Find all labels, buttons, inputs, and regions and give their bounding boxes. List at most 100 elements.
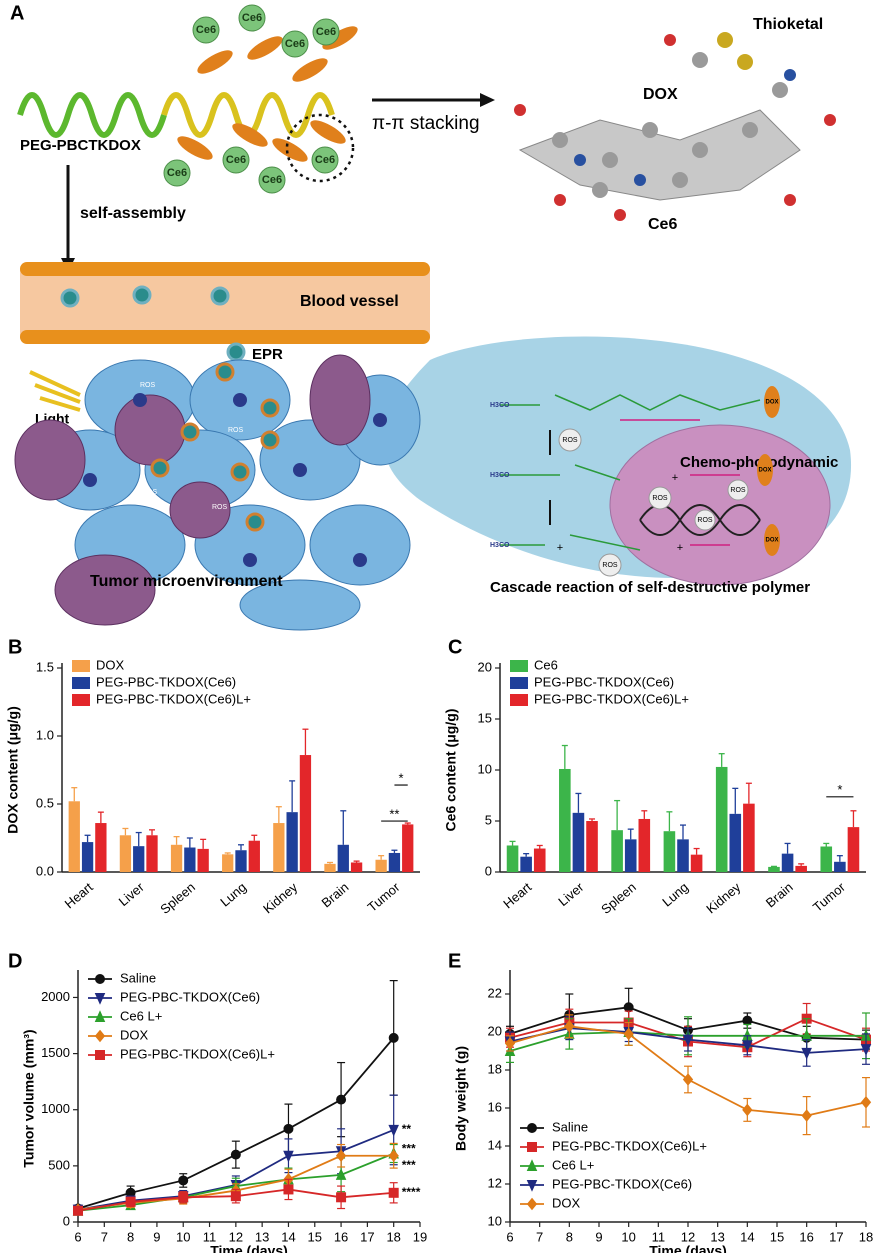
ce6-mol-label: Ce6 bbox=[648, 216, 677, 233]
x-tick-label: Spleen bbox=[157, 879, 198, 917]
marker bbox=[801, 1109, 812, 1122]
nuclei bbox=[83, 393, 387, 567]
marker bbox=[526, 1197, 538, 1211]
x-tick-label: Lung bbox=[217, 879, 249, 909]
plus: + bbox=[672, 472, 678, 484]
y-tick-label: 16 bbox=[488, 1099, 502, 1114]
bar bbox=[638, 818, 651, 872]
marker bbox=[527, 1142, 537, 1152]
marker bbox=[94, 1010, 106, 1022]
x-tick-label: Spleen bbox=[598, 879, 639, 917]
marker bbox=[742, 1015, 753, 1026]
y-tick-label: 0 bbox=[63, 1213, 70, 1228]
x-tick-label: 10 bbox=[176, 1229, 190, 1244]
y-tick-label: 0.0 bbox=[36, 863, 54, 878]
h3co-label: H3CO bbox=[490, 542, 510, 549]
marker bbox=[801, 1047, 812, 1060]
dox-tag-label: DOX bbox=[758, 468, 771, 474]
bar bbox=[690, 854, 703, 872]
y-tick-label: 22 bbox=[488, 985, 502, 1000]
ce6-label: Ce6 bbox=[285, 38, 305, 50]
ce6-label: Ce6 bbox=[242, 12, 262, 24]
bar bbox=[624, 839, 637, 872]
plus: + bbox=[557, 542, 563, 554]
marker bbox=[742, 1040, 753, 1053]
y-tick-label: 1000 bbox=[41, 1101, 70, 1116]
reaction-scheme bbox=[500, 394, 761, 551]
legend-label: DOX bbox=[552, 1195, 581, 1210]
y-axis-label: DOX content (μg/g) bbox=[5, 706, 21, 834]
bar bbox=[533, 848, 546, 872]
thioketal-label: Thioketal bbox=[753, 16, 823, 33]
bar bbox=[286, 812, 298, 872]
significance-label: *** bbox=[402, 1158, 416, 1172]
nucleus bbox=[609, 424, 831, 586]
bar bbox=[834, 861, 846, 872]
y-tick-label: 15 bbox=[478, 710, 492, 725]
self-assembly-label: self-assembly bbox=[80, 205, 186, 222]
light-rays bbox=[29, 370, 81, 412]
x-tick-label: 11 bbox=[652, 1229, 666, 1244]
legend-label: PEG-PBC-TKDOX(Ce6)L+ bbox=[96, 691, 251, 706]
x-tick-label: Kidney bbox=[260, 879, 300, 916]
bar bbox=[586, 821, 598, 872]
h3co-label: H3CO bbox=[490, 402, 510, 409]
chart: B 0.0 0.5 1.0 1.5 DOX content (μg/g) Heart Live… bbox=[5, 636, 420, 917]
y-tick-label: 1.0 bbox=[36, 727, 54, 742]
bar bbox=[95, 823, 107, 872]
marker bbox=[623, 1027, 634, 1041]
bar bbox=[715, 766, 728, 872]
significance-label: **** bbox=[402, 1185, 421, 1199]
panel-label: B bbox=[8, 636, 22, 658]
dox-label: DOX bbox=[643, 86, 678, 103]
stacking-label: π-π stacking bbox=[372, 113, 480, 134]
bar bbox=[197, 848, 209, 872]
x-tick-label: 9 bbox=[153, 1229, 160, 1244]
legend-label: PEG-PBC-TKDOX(Ce6) bbox=[96, 674, 236, 689]
bar bbox=[663, 831, 676, 872]
y-tick-label: 18 bbox=[488, 1061, 502, 1076]
marker bbox=[178, 1192, 189, 1203]
panel-label: C bbox=[448, 636, 462, 658]
marker bbox=[95, 1050, 105, 1060]
bar bbox=[235, 850, 247, 872]
vessel-wall bbox=[20, 330, 430, 344]
micelles bbox=[60, 285, 246, 362]
ros-label: ROS bbox=[652, 495, 668, 502]
x-tick-label: 12 bbox=[229, 1229, 243, 1244]
significance-label: *** bbox=[402, 1142, 416, 1156]
bar bbox=[146, 835, 158, 872]
x-tick-label: 18 bbox=[859, 1229, 873, 1244]
bar bbox=[337, 844, 349, 872]
chart: C 0 5 10 15 20 Ce6 content (μg/g) Heart Liver Spl… bbox=[443, 636, 866, 917]
dox-tag-label: DOX bbox=[765, 400, 778, 406]
vessel-label: Blood vessel bbox=[300, 293, 399, 310]
marker bbox=[283, 1123, 294, 1134]
x-axis-label: Time (days) bbox=[649, 1243, 727, 1253]
tumor-label: Tumor microenvironment bbox=[90, 573, 283, 590]
ce6-label: Ce6 bbox=[316, 26, 336, 38]
marker bbox=[527, 1123, 537, 1133]
h3co-label: H3CO bbox=[490, 472, 510, 479]
marker bbox=[504, 1037, 516, 1050]
legend-swatch bbox=[510, 694, 528, 706]
legend-label: Ce6 L+ bbox=[552, 1157, 594, 1172]
x-tick-label: 17 bbox=[829, 1229, 843, 1244]
dox-tag-label: DOX bbox=[765, 538, 778, 544]
arrowhead bbox=[480, 93, 495, 107]
x-tick-label: Tumor bbox=[365, 879, 404, 915]
marker bbox=[742, 1103, 753, 1117]
ros-label: ROS bbox=[142, 489, 158, 496]
ce6-label: Ce6 bbox=[315, 154, 335, 166]
bar bbox=[170, 844, 183, 872]
x-tick-label: 15 bbox=[308, 1229, 322, 1244]
cascade-label: Cascade reaction of self-destructive pol… bbox=[490, 579, 810, 596]
significance-label: * bbox=[399, 770, 404, 785]
marker bbox=[125, 1196, 136, 1207]
x-tick-label: 6 bbox=[506, 1229, 513, 1244]
dox-units bbox=[177, 26, 358, 162]
marker bbox=[94, 993, 106, 1005]
x-axis-label: Time (days) bbox=[210, 1243, 288, 1253]
legend-label: PEG-PBC-TKDOX(Ce6)L+ bbox=[534, 691, 689, 706]
